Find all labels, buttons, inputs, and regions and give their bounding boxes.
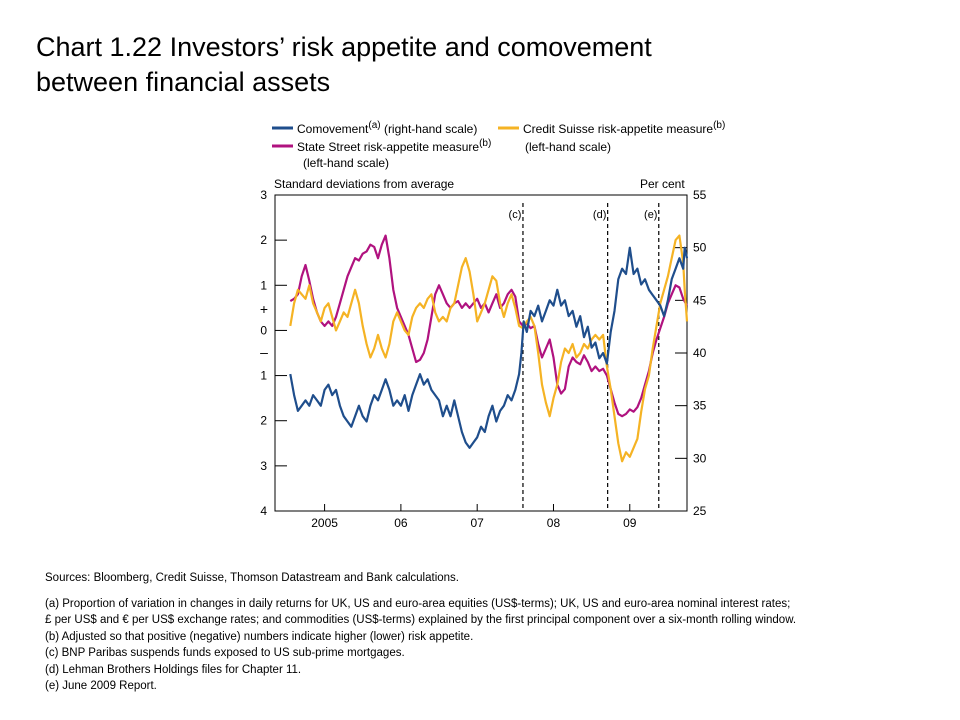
right-axis-tick-label: 45 (693, 293, 707, 307)
chart-title: Chart 1.22 Investors’ risk appetite and … (36, 30, 936, 100)
left-axis-label: Standard deviations from average (274, 177, 454, 191)
note-d: (d) Lehman Brothers Holdings files for C… (45, 663, 302, 676)
right-axis-label: Per cent (640, 177, 685, 191)
legend-state-street-scale: (left-hand scale) (303, 156, 389, 170)
note-e: (e) June 2009 Report. (45, 680, 157, 692)
chart-svg: Comovement(a) (right-hand scale) State S… (260, 120, 725, 530)
legend: Comovement(a) (right-hand scale) State S… (272, 120, 725, 170)
note-a-line-2: £ per US$ and € per US$ exchange rates; … (45, 614, 797, 626)
chart-notes: Sources: Bloomberg, Credit Suisse, Thoms… (45, 570, 925, 695)
right-axis-tick-label: 25 (693, 504, 707, 518)
series-lines (289, 234, 689, 463)
right-axis-tick-label: 40 (693, 346, 707, 360)
left-axis-tick-label: 3 (260, 459, 267, 473)
x-axis: 2005 06 07 08 09 (311, 504, 637, 530)
x-axis-year-label: 08 (547, 516, 561, 530)
event-line-label: (d) (593, 209, 606, 221)
left-axis-tick-label: 4 (260, 504, 267, 518)
chart-title-line-1: Chart 1.22 Investors’ risk appetite and … (36, 32, 652, 62)
event-line-label: (c) (509, 209, 522, 221)
left-axis-plus-sign: + (260, 301, 268, 317)
chart-title-line-2: between financial assets (36, 67, 331, 97)
left-axis: 3 2 1 0 1 2 3 4 (260, 188, 287, 518)
left-axis-tick-label: 1 (260, 278, 267, 292)
legend-credit-suisse-scale: (left-hand scale) (525, 140, 611, 154)
left-axis-tick-label: 0 (260, 323, 267, 337)
series-line-comovement (289, 246, 689, 449)
left-axis-tick-label: 1 (260, 369, 267, 383)
left-axis-tick-label: 2 (260, 233, 267, 247)
left-axis-tick-label: 3 (260, 188, 267, 202)
legend-comovement: Comovement(a) (right-hand scale) (297, 120, 477, 136)
right-axis-tick-label: 30 (693, 451, 707, 465)
series-line-state-street-risk-appetite-measure (289, 234, 688, 418)
x-axis-year-label: 06 (394, 516, 408, 530)
note-c: (c) BNP Paribas suspends funds exposed t… (45, 647, 405, 659)
right-axis-tick-label: 35 (693, 399, 707, 413)
event-line-label: (e) (644, 209, 657, 221)
x-axis-year-label: 09 (623, 516, 637, 530)
plot-frame (274, 194, 688, 512)
legend-state-street: State Street risk-appetite measure(b) (297, 138, 491, 154)
note-a-line-1: (a) Proportion of variation in changes i… (45, 597, 791, 610)
left-axis-tick-label: 2 (260, 414, 267, 428)
note-sources: Sources: Bloomberg, Credit Suisse, Thoms… (45, 572, 459, 584)
legend-credit-suisse: Credit Suisse risk-appetite measure(b) (523, 120, 725, 136)
right-axis-tick-label: 50 (693, 241, 707, 255)
left-axis-minus-sign: – (260, 344, 268, 360)
series-line-credit-suisse-risk-appetite-measure (289, 234, 689, 463)
right-axis-tick-label: 55 (693, 188, 707, 202)
x-axis-year-label: 07 (471, 516, 485, 530)
x-axis-year-label: 2005 (311, 516, 338, 530)
note-b: (b) Adjusted so that positive (negative)… (45, 630, 474, 643)
